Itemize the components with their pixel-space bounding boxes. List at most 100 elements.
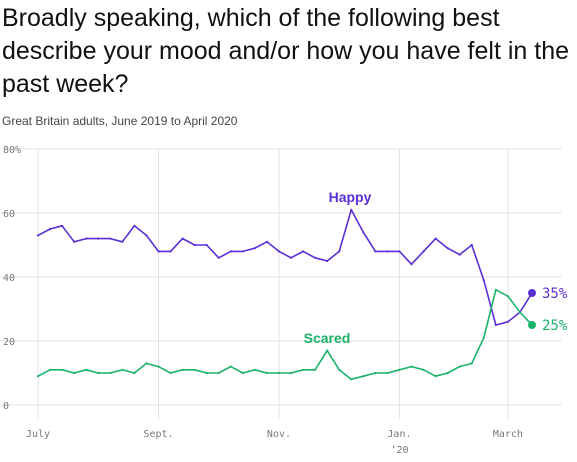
happy-point bbox=[265, 240, 269, 243]
happy-point bbox=[410, 263, 413, 266]
happy-point bbox=[301, 250, 305, 253]
scared-point bbox=[386, 371, 389, 375]
happy-line bbox=[37, 209, 533, 326]
y-tick-label: 80% bbox=[3, 145, 21, 156]
scared-point bbox=[205, 371, 208, 375]
happy-point bbox=[458, 253, 461, 256]
happy-point bbox=[109, 237, 112, 240]
happy-point bbox=[338, 250, 341, 253]
happy-point bbox=[97, 237, 100, 240]
scared-point bbox=[217, 371, 220, 375]
scared-point bbox=[506, 295, 510, 298]
scared-point bbox=[446, 371, 449, 375]
scared-point bbox=[338, 368, 341, 371]
scared-point bbox=[482, 336, 485, 339]
scared-point bbox=[277, 371, 281, 375]
happy-point bbox=[362, 231, 365, 234]
chart-title: Broadly speaking, which of the following… bbox=[2, 4, 570, 98]
scared-point bbox=[362, 375, 365, 378]
scared-point bbox=[121, 368, 124, 371]
scared-point bbox=[470, 362, 473, 365]
happy-point bbox=[217, 256, 220, 259]
chart-subtitle: Great Britain adults, June 2019 to April… bbox=[2, 114, 238, 128]
happy-series-label: Happy bbox=[329, 189, 372, 205]
scared-point bbox=[398, 368, 401, 371]
scared-point bbox=[422, 368, 425, 371]
happy-point bbox=[253, 247, 256, 250]
scared-point bbox=[48, 368, 52, 371]
scared-point bbox=[193, 368, 196, 371]
x-tick-sublabel: ’20 bbox=[390, 445, 408, 456]
scared-point bbox=[410, 365, 413, 368]
scared-point bbox=[241, 371, 244, 375]
scared-point bbox=[157, 365, 160, 368]
x-axis-ticks: July Sept. Nov. Jan. ’20 March bbox=[26, 429, 523, 456]
happy-point bbox=[133, 224, 136, 227]
gridlines bbox=[0, 148, 562, 420]
happy-point bbox=[506, 320, 510, 323]
scared-series-label: Scared bbox=[304, 330, 351, 346]
happy-point bbox=[314, 256, 317, 259]
y-tick-label: 60 bbox=[3, 209, 15, 220]
scared-line bbox=[37, 288, 533, 381]
scared-point bbox=[60, 368, 64, 371]
happy-point bbox=[229, 250, 232, 253]
happy-point bbox=[494, 323, 497, 327]
scared-point bbox=[253, 368, 256, 371]
y-tick-label: 40 bbox=[3, 273, 15, 284]
happy-point bbox=[350, 208, 353, 211]
happy-point bbox=[241, 250, 244, 253]
y-tick-label: 20 bbox=[3, 337, 15, 348]
happy-point bbox=[434, 237, 437, 240]
happy-point bbox=[446, 247, 449, 250]
happy-point bbox=[36, 234, 40, 237]
scared-point bbox=[301, 368, 305, 371]
scared-end-marker bbox=[528, 321, 536, 329]
scared-point bbox=[326, 349, 329, 352]
happy-point bbox=[386, 250, 389, 253]
series-labels: Happy 35% Scared 25% bbox=[304, 189, 568, 346]
scared-point bbox=[73, 371, 76, 375]
happy-point bbox=[277, 250, 281, 253]
series-lines bbox=[36, 208, 536, 381]
scared-point bbox=[181, 368, 184, 371]
scared-point bbox=[289, 371, 293, 375]
happy-end-marker bbox=[528, 289, 536, 297]
scared-point bbox=[169, 371, 172, 375]
happy-point bbox=[193, 243, 196, 247]
x-tick-label: Jan. bbox=[387, 429, 411, 440]
scared-point bbox=[314, 368, 317, 371]
happy-point bbox=[289, 256, 293, 259]
x-tick-label: March bbox=[493, 429, 523, 440]
scared-point bbox=[434, 375, 437, 378]
happy-point bbox=[48, 227, 52, 231]
happy-point bbox=[60, 224, 64, 227]
happy-end-value-label: 35% bbox=[542, 286, 568, 302]
x-tick-label: Sept. bbox=[143, 429, 173, 440]
scared-point bbox=[494, 288, 497, 291]
happy-point bbox=[482, 279, 485, 282]
scared-point bbox=[458, 365, 461, 368]
happy-point bbox=[157, 250, 160, 253]
x-tick-label: July bbox=[26, 429, 50, 440]
scared-point bbox=[97, 371, 100, 375]
happy-point bbox=[374, 250, 377, 253]
scared-point bbox=[518, 311, 522, 314]
happy-point bbox=[205, 243, 208, 247]
happy-point bbox=[422, 250, 425, 253]
happy-point bbox=[121, 240, 124, 243]
happy-point bbox=[85, 237, 88, 240]
scared-point bbox=[229, 365, 232, 368]
happy-point bbox=[326, 259, 329, 263]
x-tick-label: Nov. bbox=[267, 429, 291, 440]
y-tick-label: 0 bbox=[3, 401, 9, 412]
happy-point bbox=[169, 250, 172, 253]
scared-point bbox=[350, 378, 353, 381]
scared-point bbox=[36, 375, 40, 378]
scared-point bbox=[133, 371, 136, 375]
y-axis-ticks: 0 20 40 60 80% bbox=[3, 145, 21, 412]
scared-point bbox=[109, 371, 112, 375]
scared-point bbox=[374, 371, 377, 375]
happy-point bbox=[181, 237, 184, 240]
